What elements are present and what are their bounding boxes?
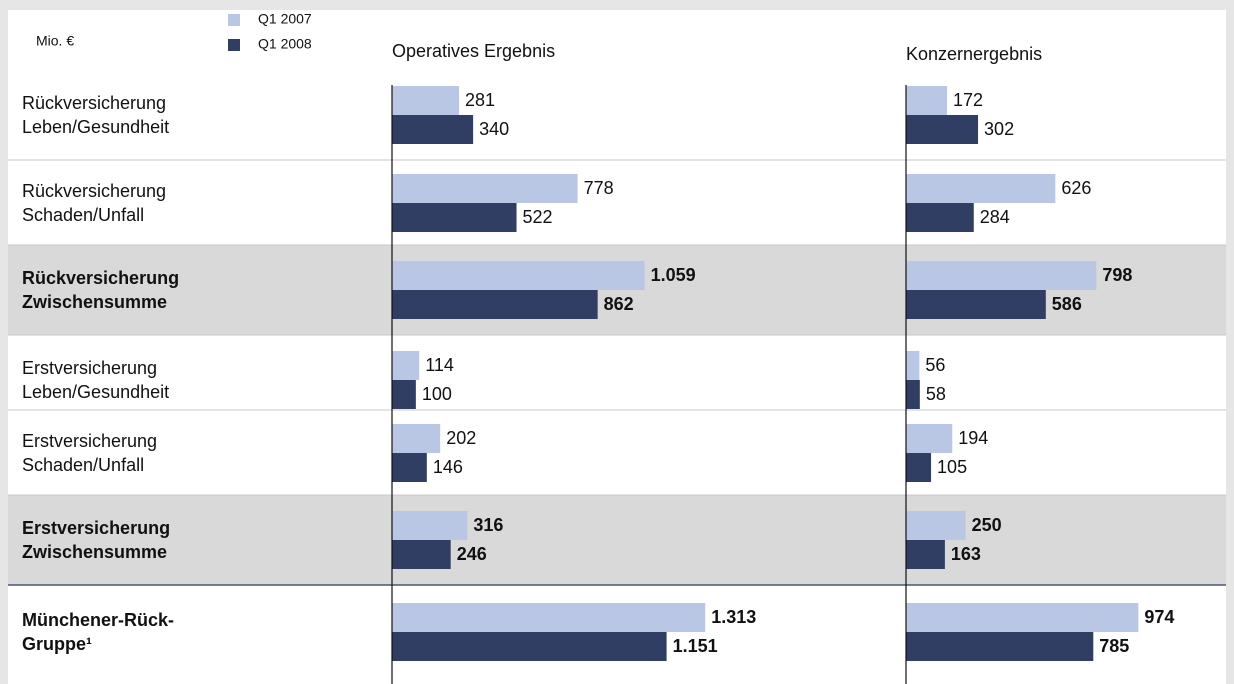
bar bbox=[906, 424, 953, 453]
bar bbox=[392, 86, 460, 115]
value-label: 163 bbox=[951, 544, 981, 564]
value-label: 281 bbox=[465, 90, 495, 110]
value-label: 778 bbox=[584, 178, 614, 198]
category-label: Erstversicherung Schaden/Unfall bbox=[22, 431, 158, 475]
value-label: 302 bbox=[984, 119, 1014, 139]
value-label: 1.059 bbox=[651, 265, 696, 285]
category-label: Münchener-Rück- Gruppe¹ bbox=[22, 610, 175, 654]
bar bbox=[392, 115, 474, 144]
value-label: 974 bbox=[1144, 607, 1174, 627]
category-label: Rückversicherung Schaden/Unfall bbox=[22, 181, 167, 225]
category-label: Rückversicherung Leben/Gesundheit bbox=[22, 93, 170, 137]
bar bbox=[906, 632, 1094, 661]
legend-swatch bbox=[228, 14, 240, 26]
bar bbox=[906, 261, 1097, 290]
bar bbox=[906, 540, 945, 569]
bar bbox=[392, 632, 667, 661]
value-label: 105 bbox=[937, 457, 967, 477]
row-shade bbox=[8, 495, 1226, 585]
value-label: 202 bbox=[446, 428, 476, 448]
value-label: 316 bbox=[473, 515, 503, 535]
category-label: Rückversicherung Zwischensumme bbox=[22, 268, 180, 312]
legend-label: Q1 2007 bbox=[258, 11, 312, 27]
panel-title: Konzernergebnis bbox=[906, 44, 1042, 64]
legend-swatch bbox=[228, 39, 240, 51]
value-label: 1.151 bbox=[673, 636, 718, 656]
bar bbox=[906, 86, 948, 115]
value-label: 100 bbox=[422, 384, 452, 404]
bar bbox=[392, 424, 441, 453]
value-label: 586 bbox=[1052, 294, 1082, 314]
unit-label: Mio. € bbox=[36, 33, 74, 49]
bar bbox=[392, 174, 578, 203]
bar bbox=[906, 174, 1056, 203]
value-label: 340 bbox=[479, 119, 509, 139]
bar bbox=[906, 115, 979, 144]
value-label: 626 bbox=[1061, 178, 1091, 198]
bar bbox=[392, 351, 420, 380]
bar bbox=[906, 290, 1046, 319]
category-label: Erstversicherung Leben/Gesundheit bbox=[22, 358, 170, 402]
value-label: 250 bbox=[972, 515, 1002, 535]
bar bbox=[392, 203, 517, 232]
value-label: 284 bbox=[980, 207, 1010, 227]
bar bbox=[906, 511, 966, 540]
category-label: Erstversicherung Zwischensumme bbox=[22, 518, 171, 562]
bar bbox=[392, 540, 451, 569]
panel-title: Operatives Ergebnis bbox=[392, 41, 555, 61]
value-label: 785 bbox=[1099, 636, 1129, 656]
value-label: 862 bbox=[604, 294, 634, 314]
bar bbox=[906, 603, 1139, 632]
value-label: 58 bbox=[926, 384, 946, 404]
value-label: 172 bbox=[953, 90, 983, 110]
value-label: 246 bbox=[457, 544, 487, 564]
bar bbox=[906, 380, 920, 409]
value-label: 522 bbox=[523, 207, 553, 227]
bar bbox=[392, 453, 427, 482]
bar bbox=[392, 380, 416, 409]
bar bbox=[392, 603, 706, 632]
bar bbox=[906, 453, 932, 482]
value-label: 114 bbox=[425, 355, 454, 375]
value-label: 146 bbox=[433, 457, 463, 477]
bar bbox=[392, 261, 645, 290]
value-label: 56 bbox=[925, 355, 945, 375]
legend-label: Q1 2008 bbox=[258, 36, 312, 52]
value-label: 1.313 bbox=[711, 607, 756, 627]
bar bbox=[906, 203, 974, 232]
bar bbox=[392, 511, 468, 540]
value-label: 798 bbox=[1102, 265, 1132, 285]
bar bbox=[906, 351, 920, 380]
bar bbox=[392, 290, 598, 319]
value-label: 194 bbox=[958, 428, 988, 448]
